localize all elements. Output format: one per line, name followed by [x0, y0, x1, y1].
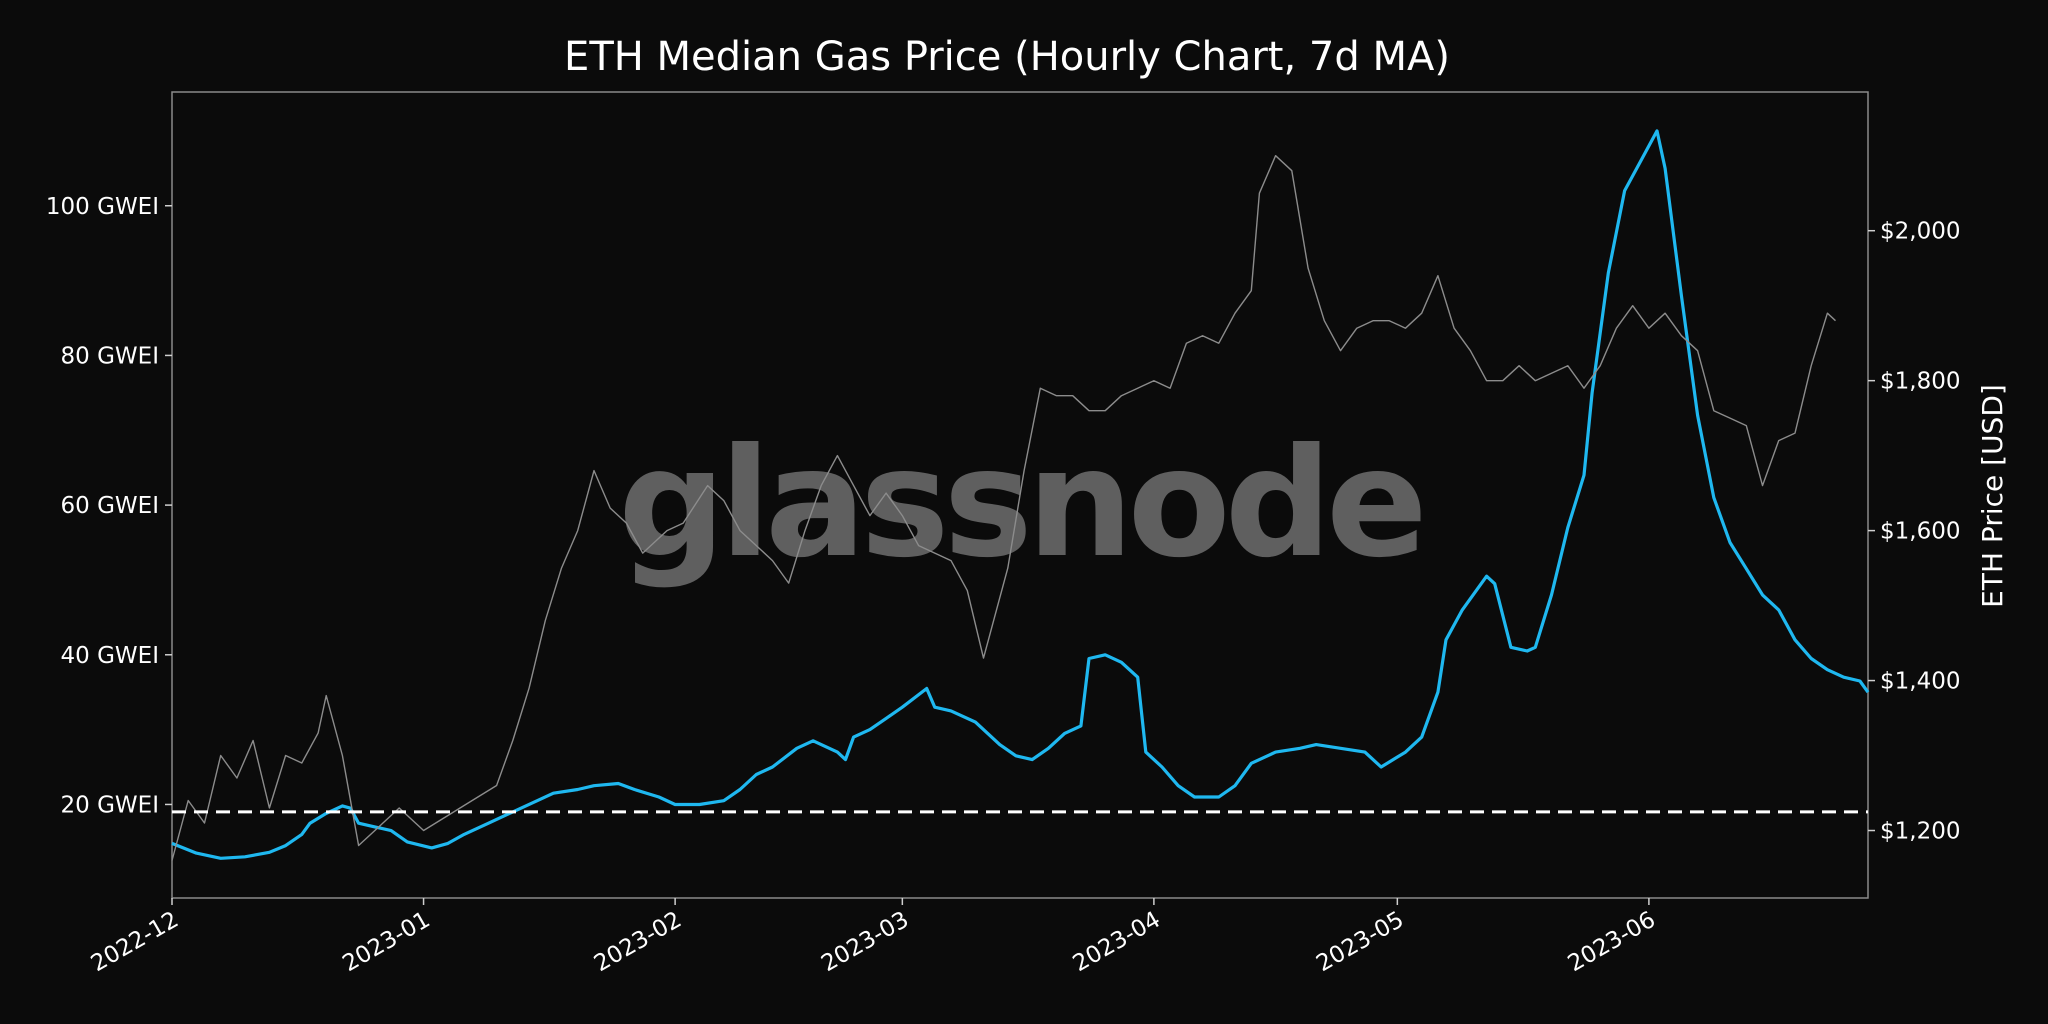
chart-title: ETH Median Gas Price (Hourly Chart, 7d M…	[564, 34, 1450, 80]
right-y-tick-label: $1,800	[1880, 369, 1960, 395]
left-y-tick-label: 60 GWEI	[61, 493, 159, 519]
gas-price-ma-line	[171, 129, 1870, 860]
right-y-tick-label: $1,400	[1880, 669, 1960, 695]
left-y-tick-label: 100 GWEI	[46, 194, 159, 220]
left-y-axis: 20 GWEI 40 GWEI 60 GWEI 80 GWEI 100 GWEI	[46, 194, 172, 818]
right-y-tick-label: $2,000	[1880, 219, 1960, 245]
left-y-tick-label: 80 GWEI	[61, 343, 159, 369]
left-y-tick-label: 40 GWEI	[61, 643, 159, 669]
right-y-axis-label: ETH Price [USD]	[1976, 384, 2009, 608]
plot-area: glassnode	[171, 91, 1870, 899]
plot-frame	[171, 91, 1869, 899]
right-y-axis: $1,200 $1,400 $1,600 $1,800 $2,000	[1868, 219, 1960, 845]
right-y-tick-label: $1,200	[1880, 819, 1960, 845]
right-y-tick-label: $1,600	[1880, 519, 1960, 545]
eth-price-line	[171, 154, 1836, 861]
watermark: glassnode	[618, 417, 1422, 591]
left-y-tick-label: 20 GWEI	[61, 792, 159, 818]
